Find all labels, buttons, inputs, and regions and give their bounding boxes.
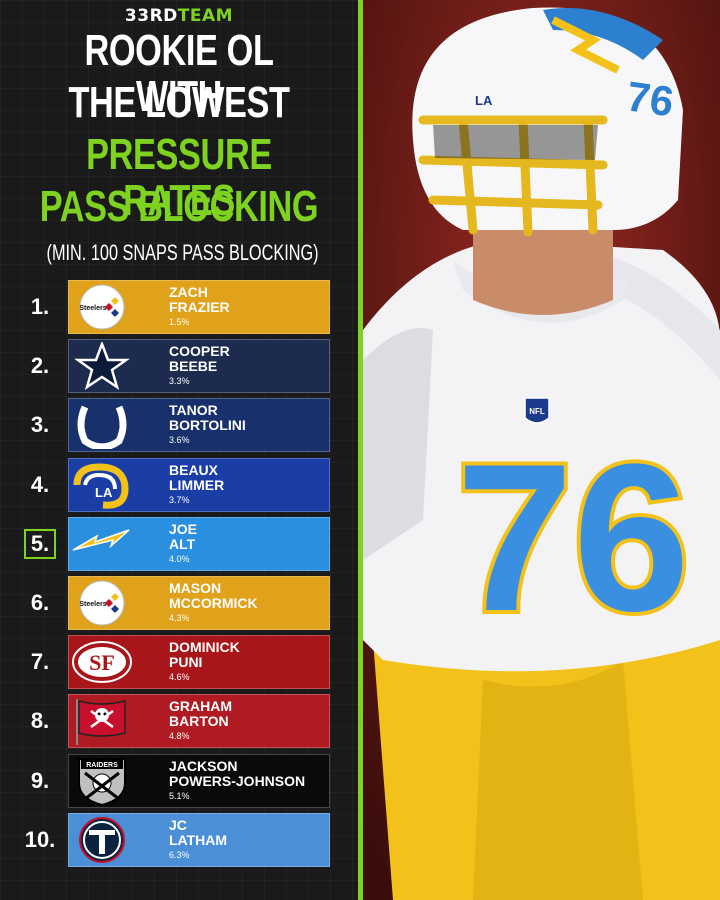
ranking-row: 3. TANOR BORTOLINI 3.6%: [0, 398, 358, 453]
title-line-2: THE LOWEST: [68, 78, 290, 127]
svg-text:Steelers: Steelers: [79, 601, 106, 608]
rank-number: 9.: [30, 767, 50, 793]
player-info: JOE ALT 4.0%: [169, 520, 325, 565]
rank-number: 4.: [30, 471, 50, 497]
svg-text:NFL: NFL: [529, 407, 545, 416]
svg-text:LA: LA: [475, 93, 493, 108]
player-card: JOE ALT 4.0%: [68, 516, 330, 571]
player-illustration: 76 NFL 76 LA: [363, 0, 720, 900]
player-last-name: ALT: [169, 535, 196, 552]
svg-text:LA: LA: [95, 485, 113, 500]
divider: [358, 0, 363, 900]
ranking-row: 10. JC LATHAM 6.3%: [0, 812, 358, 867]
ranking-row: 9. RAIDERS JACKSON POWERS-JOHNSON 5.1%: [0, 753, 358, 808]
rank-number: 6.: [30, 590, 50, 615]
rank-number: 10.: [24, 826, 56, 852]
player-last-name: BEEBE: [169, 358, 218, 375]
pressure-rate: 4.0%: [169, 553, 190, 564]
pressure-rate: 4.3%: [169, 613, 190, 623]
player-info: COOPER BEEBE 3.3%: [169, 344, 325, 387]
rank-number: 2.: [30, 353, 50, 379]
player-info: DOMINICK PUNI 4.6%: [169, 640, 325, 683]
svg-text:RAIDERS: RAIDERS: [86, 762, 118, 769]
player-first-name: BEAUX: [169, 461, 219, 478]
player-first-name: JACKSON: [169, 757, 238, 774]
subtitle: (MIN. 100 SNAPS PASS BLOCKING): [46, 240, 319, 265]
player-first-name: MASON: [169, 580, 222, 596]
ranking-row: 2. COOPER BEEBE 3.3%: [0, 339, 358, 394]
player-card: LA BEAUX LIMMER 3.7%: [68, 457, 330, 512]
player-first-name: GRAHAM: [169, 698, 232, 715]
pressure-rate: 3.7%: [169, 494, 190, 505]
player-last-name: PUNI: [169, 654, 203, 671]
svg-text:76: 76: [624, 72, 677, 125]
ranking-row: 7. SF DOMINICK PUNI 4.6%: [0, 635, 358, 690]
rank-number: 8.: [30, 708, 50, 734]
player-first-name: DOMINICK: [169, 639, 240, 656]
ranking-row: 5. JOE ALT 4.0%: [0, 516, 358, 571]
player-last-name: MCCORMICK: [169, 595, 258, 611]
player-card: TANOR BORTOLINI 3.6%: [68, 398, 330, 453]
player-info: GRAHAM BARTON 4.8%: [169, 699, 325, 742]
player-last-name: LATHAM: [169, 831, 228, 848]
player-photo: 76 NFL 76 LA: [363, 0, 720, 900]
player-last-name: BORTOLINI: [169, 417, 246, 434]
rank-number: 3.: [30, 412, 50, 438]
player-card: Steelers ZACH FRAZIER 1.5%: [68, 280, 330, 334]
rank-number: 5.: [18, 517, 62, 571]
player-info: BEAUX LIMMER 3.7%: [169, 461, 325, 506]
pressure-rate: 1.5%: [169, 317, 190, 327]
raiders-shield-icon: RAIDERS: [71, 757, 133, 805]
player-last-name: BARTON: [169, 713, 229, 730]
player-card: Steelers MASON MCCORMICK 4.3%: [68, 576, 330, 630]
player-info: MASON MCCORMICK 4.3%: [169, 581, 325, 624]
title-line-3: PRESSURE RATES: [86, 130, 272, 225]
cowboys-star-icon: [71, 342, 133, 391]
player-card: SF DOMINICK PUNI 4.6%: [68, 635, 330, 690]
svg-text:Steelers: Steelers: [79, 305, 106, 312]
brand-logo: 33RDTEAM: [124, 6, 234, 26]
chargers-bolt-icon: [71, 520, 133, 568]
player-info: JC LATHAM 6.3%: [169, 816, 325, 861]
pressure-rate: 3.3%: [169, 376, 190, 387]
svg-text:SF: SF: [89, 650, 115, 675]
49ers-logo-icon: SF: [71, 638, 133, 686]
ranking-row: 6. Steelers MASON MCCORMICK 4.3%: [0, 576, 358, 630]
ranking-row: 4. LA BEAUX LIMMER 3.7%: [0, 457, 358, 512]
player-info: JACKSON POWERS-JOHNSON 5.1%: [169, 757, 325, 802]
player-info: ZACH FRAZIER 1.5%: [169, 285, 325, 328]
pressure-rate: 6.3%: [169, 849, 190, 860]
player-first-name: COOPER: [169, 343, 230, 360]
rank-number: 7.: [30, 649, 50, 675]
pressure-rate: 5.1%: [169, 790, 190, 801]
player-last-name: POWERS-JOHNSON: [169, 772, 306, 789]
pressure-rate: 4.8%: [169, 731, 190, 742]
player-last-name: FRAZIER: [169, 299, 230, 315]
ranking-row: 1. Steelers ZACH FRAZIER 1.5%: [0, 280, 358, 334]
buccaneers-flag-icon: [71, 697, 133, 746]
player-last-name: LIMMER: [169, 476, 225, 493]
steelers-logo-icon: Steelers: [71, 283, 133, 331]
colts-horseshoe-icon: [71, 401, 133, 450]
player-card: JC LATHAM 6.3%: [68, 812, 330, 867]
ranking-row: 8. GRAHAM BARTON 4.8%: [0, 694, 358, 749]
player-info: TANOR BORTOLINI 3.6%: [169, 403, 325, 446]
player-first-name: JC: [169, 816, 187, 833]
player-card: COOPER BEEBE 3.3%: [68, 339, 330, 394]
title-line-1: ROOKIE OL WITH: [84, 26, 274, 121]
rank-number: 1.: [30, 294, 50, 319]
player-card: RAIDERS JACKSON POWERS-JOHNSON 5.1%: [68, 753, 330, 808]
pressure-rate: 4.6%: [169, 672, 190, 683]
steelers-logo-icon: Steelers: [71, 579, 133, 627]
title-line-4: PASS BLOCKING: [39, 182, 319, 231]
pressure-rate: 3.6%: [169, 435, 190, 446]
titans-logo-icon: [71, 816, 133, 864]
jersey-number: 76: [456, 420, 690, 655]
rams-horn-icon: LA: [71, 461, 133, 509]
player-first-name: ZACH: [169, 284, 208, 300]
player-first-name: JOE: [169, 520, 198, 537]
player-first-name: TANOR: [169, 402, 218, 419]
player-card: GRAHAM BARTON 4.8%: [68, 694, 330, 749]
